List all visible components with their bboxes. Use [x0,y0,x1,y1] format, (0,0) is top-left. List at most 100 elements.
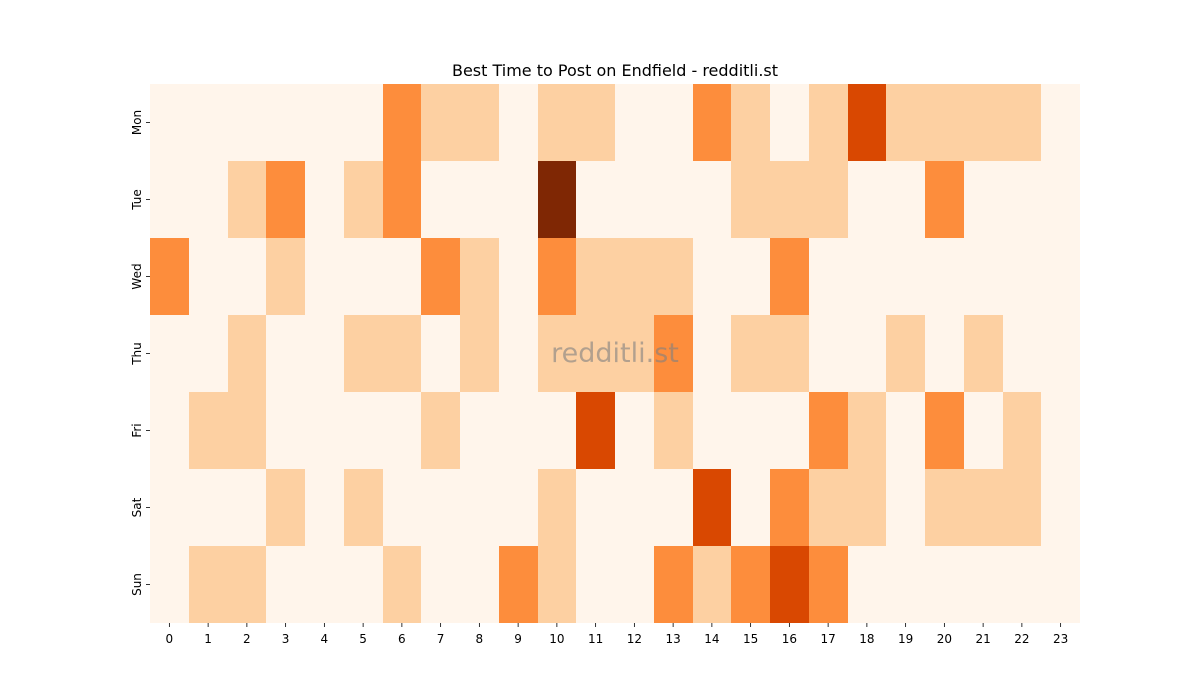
heatmap-cell [964,315,1003,392]
heatmap-cell [150,238,189,315]
heatmap-cell [848,469,886,546]
heatmap-cell [576,238,615,315]
heatmap-cell [731,238,770,315]
heatmap-cell [809,315,848,392]
x-tick-label: 23 [1053,632,1068,646]
heatmap-cell [693,546,731,623]
heatmap-cell [925,469,964,546]
x-tick-label: 5 [359,632,367,646]
heatmap-cell [964,469,1003,546]
heatmap-cell [1041,84,1080,161]
heatmap-cell [460,84,499,161]
heatmap-cell [499,546,538,623]
heatmap-cell [654,315,693,392]
y-tick-label: Sun [130,573,144,596]
heatmap-cell [693,392,731,469]
heatmap-cell [693,84,731,161]
x-tick-label: 10 [549,632,564,646]
heatmap-cell [189,315,228,392]
heatmap-cell [383,546,421,623]
heatmap-cell [1003,84,1041,161]
watermark: redditli.st [551,338,679,369]
heatmap-cell [1003,469,1041,546]
heatmap-cell [770,469,809,546]
heatmap-cell [770,84,809,161]
heatmap-cell [693,161,731,238]
heatmap-cell [189,84,228,161]
heatmap-cell [383,469,421,546]
heatmap-cell [615,546,654,623]
heatmap-cell [1041,238,1080,315]
heatmap-cell [770,161,809,238]
heatmap-cell [731,161,770,238]
heatmap-cell [499,238,538,315]
heatmap-cell [886,469,925,546]
heatmap-cell [538,84,576,161]
x-tick-label: 0 [166,632,174,646]
x-tick-label: 8 [476,632,484,646]
heatmap-cell [266,469,305,546]
heatmap-cell [1003,238,1041,315]
x-tick-label: 22 [1014,632,1029,646]
heatmap-cell [228,546,266,623]
heatmap-cell [228,238,266,315]
heatmap-cell [925,392,964,469]
heatmap-cell [538,546,576,623]
heatmap-cell [809,161,848,238]
heatmap-cell [809,469,848,546]
heatmap-cell [266,315,305,392]
heatmap-cell [809,238,848,315]
x-tick-label: 9 [514,632,522,646]
heatmap-cell [731,546,770,623]
heatmap-cell [538,315,576,392]
heatmap-cell [886,392,925,469]
heatmap-cell [499,315,538,392]
heatmap-cell [1041,546,1080,623]
heatmap-cell [731,392,770,469]
heatmap-cell [1041,315,1080,392]
heatmap-cell [189,469,228,546]
heatmap-cell [305,546,344,623]
heatmap-cell [886,84,925,161]
heatmap-cell [228,84,266,161]
heatmap-cell [848,315,886,392]
x-tick-label: 18 [859,632,874,646]
heatmap-cell [770,392,809,469]
heatmap-cell [654,161,693,238]
heatmap-cell [731,84,770,161]
heatmap-cell [150,469,189,546]
heatmap-cell [383,238,421,315]
heatmap-cell [538,392,576,469]
chart-title: Best Time to Post on Endfield - redditli… [452,61,778,80]
heatmap-cell [1003,546,1041,623]
heatmap-cell [615,238,654,315]
heatmap-cell [576,469,615,546]
x-tick-label: 4 [321,632,329,646]
heatmap-cell [189,161,228,238]
heatmap-cell [421,469,460,546]
heatmap-cell [654,238,693,315]
heatmap-cell [344,469,383,546]
heatmap-cell [848,161,886,238]
heatmap-cell [344,161,383,238]
x-tick-label: 16 [782,632,797,646]
heatmap-cell [383,392,421,469]
heatmap-cell [228,392,266,469]
heatmap-cell [538,469,576,546]
heatmap-cell [886,161,925,238]
heatmap-cell [189,392,228,469]
x-tick-label: 21 [975,632,990,646]
x-tick-label: 3 [282,632,290,646]
heatmap-cell [421,546,460,623]
heatmap-cell [499,392,538,469]
y-tick-label: Wed [130,263,144,289]
heatmap-cell [305,315,344,392]
x-tick-label: 13 [665,632,680,646]
heatmap-cell [654,84,693,161]
heatmap-cell [731,315,770,392]
y-tick-label: Tue [130,189,144,211]
heatmap-cell [421,238,460,315]
heatmap-cell [615,84,654,161]
heatmap-cell [228,161,266,238]
heatmap-cell [925,161,964,238]
